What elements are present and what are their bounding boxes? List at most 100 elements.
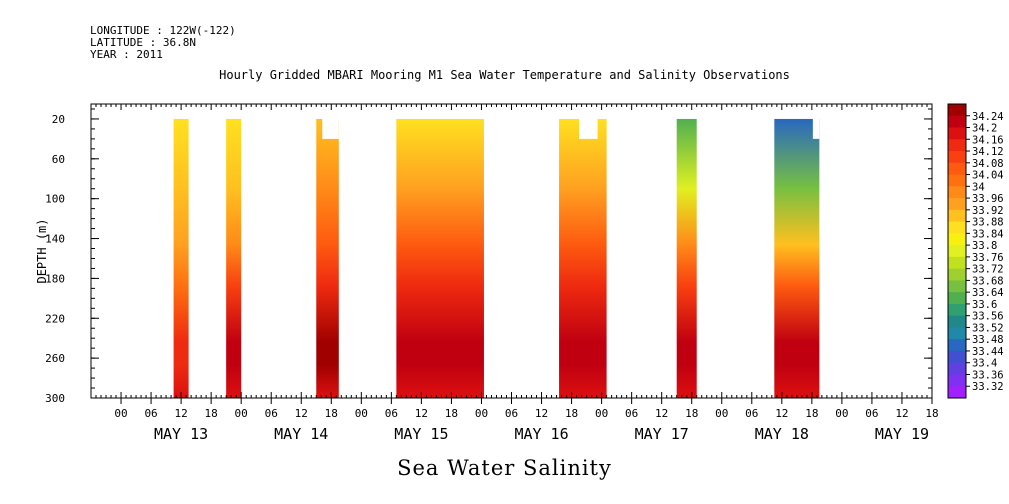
colorbar-swatch (948, 280, 966, 293)
salinity-column-5 (559, 118, 607, 398)
x-hour-label: 06 (144, 407, 157, 420)
salinity-column-1 (173, 118, 189, 398)
latitude-label: LATITUDE : 36.8N (90, 36, 196, 49)
colorbar-label: 33.52 (972, 322, 1004, 334)
colorbar-swatch (948, 127, 966, 140)
colorbar-label: 33.44 (972, 346, 1004, 358)
colorbar-label: 34.12 (972, 146, 1004, 158)
colorbar-label: 33.56 (972, 311, 1004, 323)
axes: 20 60 100 140 180 220 260 300 DEPTH (m) 00 06 12 18 0… (35, 103, 939, 443)
x-day-label: MAY 13 (154, 425, 208, 443)
x-hour-label: 18 (325, 407, 338, 420)
colorbar-swatch (948, 174, 966, 187)
colorbar-swatch (948, 256, 966, 270)
colorbar-label: 34.08 (972, 158, 1004, 170)
x-day-label: MAY 16 (514, 425, 568, 443)
x-hour-label: 12 (295, 407, 308, 420)
salinity-column-6 (676, 118, 697, 398)
x-hour-label: 06 (505, 407, 518, 420)
colorbar-swatch (948, 245, 966, 258)
colorbar-swatch (948, 186, 966, 199)
colorbar-swatch (948, 139, 966, 152)
colorbar-label: 33.32 (972, 381, 1004, 393)
x-hour-label: 18 (685, 407, 698, 420)
y-tick-label: 60 (52, 153, 65, 166)
colorbar-swatch (948, 327, 966, 340)
colorbar-swatch (948, 151, 966, 164)
colorbar-swatch (948, 374, 966, 387)
chart-subtitle: Sea Water Salinity (397, 456, 612, 480)
y-tick-label: 220 (45, 312, 65, 325)
x-hour-label: 00 (355, 407, 368, 420)
x-hour-label: 12 (655, 407, 668, 420)
x-day-label: MAY 18 (755, 425, 809, 443)
colorbar-label: 33.88 (972, 217, 1004, 229)
x-day-label: MAY 14 (274, 425, 328, 443)
x-hour-label: 06 (265, 407, 278, 420)
colorbar-label: 33.92 (972, 205, 1004, 217)
x-hour-label: 18 (205, 407, 218, 420)
x-hour-label: 06 (385, 407, 398, 420)
colorbar-swatch (948, 198, 966, 211)
missing-data-gap (322, 117, 339, 139)
salinity-column-3 (316, 118, 339, 398)
y-axis-label: DEPTH (m) (35, 218, 49, 283)
x-hour-label: 06 (865, 407, 878, 420)
colorbar-swatch (948, 339, 966, 352)
colorbar-swatch (948, 350, 966, 364)
colorbar-label: 34 (972, 181, 985, 193)
colorbar-label: 33.6 (972, 299, 997, 311)
x-hour-label: 00 (235, 407, 248, 420)
x-hour-label: 18 (805, 407, 818, 420)
colorbar: 34.2434.234.1634.1234.0834.043433.9633.9… (947, 103, 1004, 399)
x-hour-label: 12 (174, 407, 187, 420)
colorbar-swatch (948, 233, 966, 246)
colorbar-label: 34.24 (972, 111, 1004, 123)
colorbar-label: 33.36 (972, 369, 1004, 381)
colorbar-label: 33.48 (972, 334, 1004, 346)
x-hour-label: 00 (114, 407, 127, 420)
colorbar-label: 33.72 (972, 264, 1004, 276)
x-hour-label: 12 (535, 407, 548, 420)
x-hour-label: 18 (565, 407, 578, 420)
colorbar-swatch (948, 115, 966, 129)
missing-data-gap (812, 117, 820, 139)
colorbar-frame (947, 103, 967, 399)
colorbar-label: 33.64 (972, 287, 1004, 299)
colorbar-label: 34.2 (972, 123, 997, 135)
colorbar-swatch (948, 315, 966, 328)
y-tick-label: 20 (52, 113, 65, 126)
colorbar-label: 33.68 (972, 275, 1004, 287)
x-hour-label: 06 (625, 407, 638, 420)
missing-data-gap (579, 117, 598, 139)
x-hour-label: 00 (595, 407, 608, 420)
salinity-column-4 (396, 118, 484, 398)
x-hour-label: 00 (835, 407, 848, 420)
chart-title: Hourly Gridded MBARI Mooring M1 Sea Wate… (219, 68, 790, 82)
colorbar-label: 33.4 (972, 358, 997, 370)
colorbar-label: 33.84 (972, 228, 1004, 240)
colorbar-label: 34.04 (972, 170, 1004, 182)
colorbar-swatch (948, 292, 966, 305)
y-tick-label: 140 (45, 233, 65, 246)
colorbar-swatch (948, 209, 966, 223)
colorbar-label: 33.96 (972, 193, 1004, 205)
colorbar-swatch (948, 162, 966, 176)
colorbar-swatch (948, 268, 966, 281)
x-hour-label: 12 (415, 407, 428, 420)
x-hour-label: 12 (775, 407, 788, 420)
x-hour-label: 12 (895, 407, 908, 420)
y-tick-label: 260 (45, 352, 65, 365)
colorbar-swatch (948, 221, 966, 234)
x-day-label: MAY 17 (635, 425, 689, 443)
y-tick-label: 300 (45, 392, 65, 405)
salinity-column-2 (226, 118, 242, 398)
year-label: YEAR : 2011 (90, 48, 163, 61)
colorbar-swatch (948, 104, 966, 117)
data-layer (173, 117, 820, 398)
x-hour-label: 00 (475, 407, 488, 420)
salinity-column-7 (774, 118, 820, 398)
x-hour-label: 18 (925, 407, 938, 420)
colorbar-swatch (948, 303, 966, 317)
